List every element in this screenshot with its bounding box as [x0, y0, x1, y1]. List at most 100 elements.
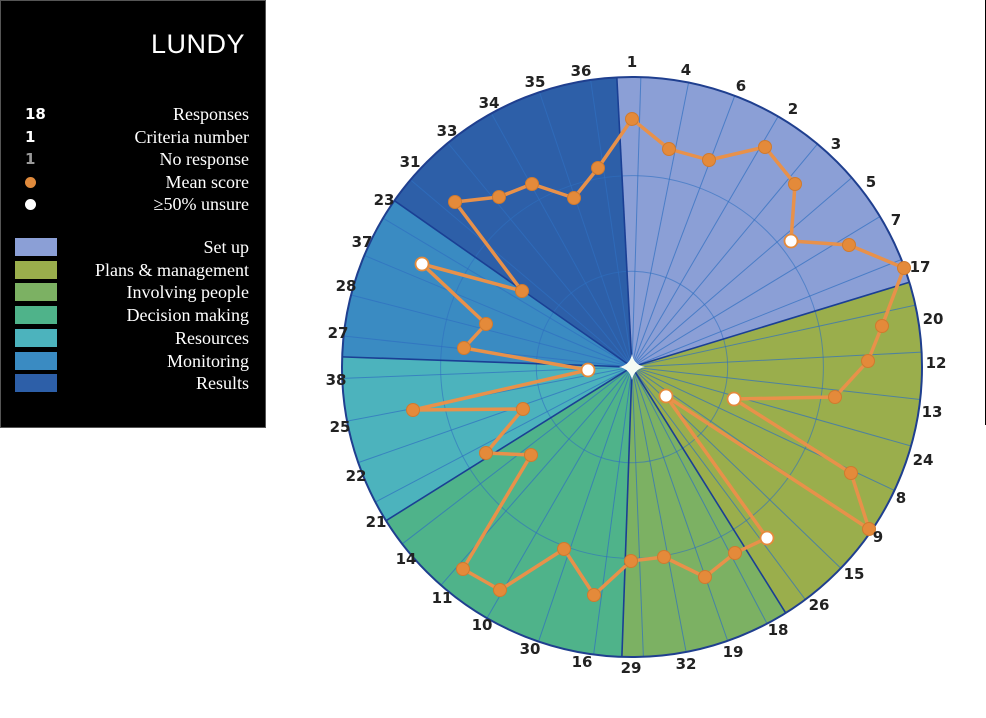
spoke [631, 95, 736, 368]
mean-score-marker [524, 448, 538, 462]
mean-score-marker [456, 562, 470, 576]
spoke [410, 179, 633, 368]
spoke [350, 294, 633, 368]
mean-score-marker [861, 354, 875, 368]
criteria-label: 5 [866, 173, 876, 191]
criteria-label: 1 [627, 53, 637, 71]
criteria-label: 16 [572, 653, 593, 671]
spoke [631, 366, 806, 600]
criteria-label: 4 [681, 61, 691, 79]
legend-key-label: ≥50% unsure [153, 194, 249, 214]
legend-category-row: Involving people [1, 281, 267, 303]
mean-score-marker [702, 153, 716, 167]
legend-category-row: Plans & management [1, 259, 267, 281]
legend-key-label: Responses [173, 104, 249, 124]
criteria-label: 19 [723, 643, 744, 661]
legend-category-row: Decision making [1, 304, 267, 326]
legend-key-label: Criteria number [134, 126, 249, 147]
criteria-label: 23 [374, 191, 395, 209]
criteria-label: 6 [736, 77, 746, 95]
sector-plans-management [632, 282, 922, 613]
spoke [631, 351, 922, 368]
criteria-label: 38 [326, 371, 347, 389]
criteria-label: 30 [520, 640, 541, 658]
unsure-marker [414, 256, 430, 272]
mean-score-marker [591, 161, 605, 175]
mean-score-marker [788, 177, 802, 191]
spoke [486, 366, 633, 619]
spoke [631, 366, 729, 641]
sector-involving-people [621, 367, 786, 657]
mean-score-marker [515, 284, 529, 298]
mean-score-marker [698, 570, 712, 584]
category-swatch [15, 238, 57, 256]
legend-category-row: Resources [1, 327, 267, 349]
category-swatch [15, 374, 57, 393]
criteria-label: 12 [926, 354, 947, 372]
spoke [490, 113, 633, 368]
mean-score-marker [844, 466, 858, 480]
spoke [631, 82, 690, 368]
spoke [539, 91, 633, 368]
legend-key-label: Mean score [165, 171, 249, 192]
legend-category-row: Monitoring [1, 350, 267, 372]
legend-category-label: Results [195, 373, 249, 394]
spoke [364, 254, 633, 368]
mean-score-marker [828, 390, 842, 404]
mean-score-marker [493, 583, 507, 597]
category-swatch [15, 306, 57, 325]
category-swatch [15, 328, 57, 347]
unsure-marker [726, 391, 742, 407]
spoke [631, 259, 902, 368]
legend-key-label: No response [159, 149, 249, 169]
spoke [631, 366, 687, 653]
legend-category-label: Decision making [126, 305, 249, 326]
spoke [440, 366, 633, 586]
spoke [631, 177, 853, 368]
criteria-label: 7 [891, 211, 901, 229]
mean-score-marker-icon [25, 176, 36, 188]
criteria-label: 34 [479, 94, 500, 112]
mean-score-marker [479, 317, 493, 331]
mean-score-marker [897, 261, 911, 275]
spoke [631, 143, 818, 368]
criteria-label: 36 [571, 62, 592, 80]
legend-key-row: Mean score [1, 171, 267, 193]
category-swatch [15, 260, 57, 279]
mean-score-marker [406, 403, 420, 417]
legend-category-label: Monitoring [166, 350, 249, 371]
spoke [538, 366, 633, 642]
mean-score-marker [479, 446, 493, 460]
spoke [631, 366, 921, 401]
grid-ring [535, 270, 729, 464]
sector-decision-making [386, 367, 632, 657]
unsure-marker [759, 530, 775, 546]
mean-score-marker [557, 542, 571, 556]
mean-score-marker [624, 554, 638, 568]
legend-category-row: Set up [1, 236, 267, 258]
spoke [590, 79, 633, 368]
sector-boundary [631, 366, 787, 614]
criteria-label: 32 [676, 655, 697, 673]
spoke [631, 216, 881, 368]
criteria-label: 11 [432, 589, 453, 607]
criteria-label: 25 [330, 418, 351, 436]
criteria-label: 15 [844, 565, 865, 583]
criteria-label: 21 [366, 513, 387, 531]
mean-score-marker [862, 522, 876, 536]
center-star-shape [619, 354, 645, 380]
criteria-label: 9 [873, 528, 883, 546]
criteria-label: 3 [831, 135, 841, 153]
criteria-label: 13 [922, 403, 943, 421]
mean-score-marker [516, 402, 530, 416]
sector-boundary [393, 200, 633, 368]
criteria-label: 31 [400, 153, 421, 171]
mean-score-marker [657, 550, 671, 564]
spoke [631, 116, 779, 368]
spoke [631, 366, 768, 624]
category-swatch [15, 283, 57, 302]
criteria-label: 17 [910, 258, 931, 276]
mean-score-marker [587, 588, 601, 602]
mean-score-marker [625, 112, 639, 126]
